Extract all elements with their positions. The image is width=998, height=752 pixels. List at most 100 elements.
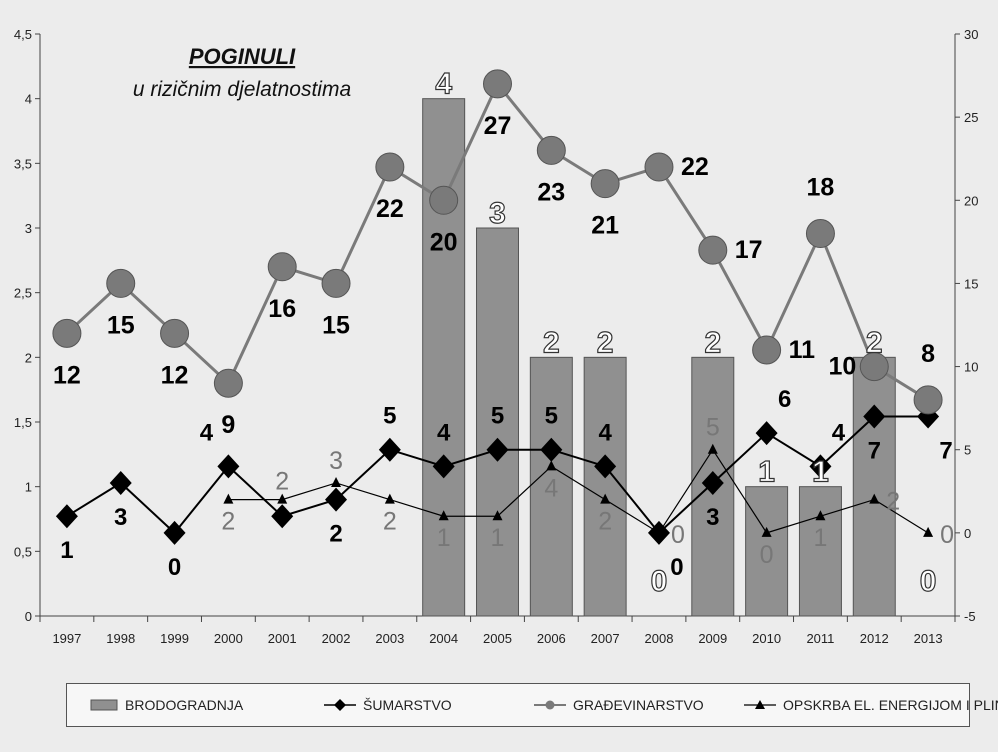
gradevinarstvo-data-label: 11 bbox=[789, 336, 816, 364]
point-sumarstvo bbox=[55, 504, 78, 529]
point-sumarstvo bbox=[863, 404, 886, 429]
point-gradevinarstvo bbox=[52, 318, 82, 348]
gradevinarstvo-data-label: 20 bbox=[430, 228, 458, 256]
point-sumarstvo bbox=[486, 437, 509, 462]
gradevinarstvo-data-label: 17 bbox=[735, 236, 763, 264]
sumarstvo-data-label: 2 bbox=[329, 521, 342, 548]
line-opskrba bbox=[228, 448, 929, 534]
bar-data-label: 1 bbox=[812, 456, 829, 489]
opskrba-data-label: 1 bbox=[491, 524, 505, 552]
point-sumarstvo bbox=[594, 454, 617, 479]
sumarstvo-data-label: 4 bbox=[832, 419, 846, 446]
y-right-tick-label: -5 bbox=[964, 609, 976, 624]
opskrba-data-label: 4 bbox=[544, 474, 558, 502]
opskrba-data-label: 2 bbox=[598, 508, 612, 536]
point-sumarstvo bbox=[271, 504, 294, 529]
sumarstvo-data-label: 5 bbox=[383, 403, 396, 430]
y-right-tick-label: 5 bbox=[964, 443, 971, 458]
point-gradevinarstvo bbox=[913, 385, 943, 415]
sumarstvo-data-label: 4 bbox=[200, 419, 214, 446]
opskrba-data-label: 1 bbox=[437, 524, 451, 552]
y-left-tick-label: 4,5 bbox=[14, 27, 32, 42]
sumarstvo-data-label: 1 bbox=[60, 537, 73, 564]
y-right-tick-label: 25 bbox=[964, 110, 978, 125]
opskrba-data-label: 3 bbox=[329, 447, 343, 475]
bar-brodogradnja bbox=[422, 98, 466, 617]
bar-data-label: 0 bbox=[920, 565, 937, 598]
opskrba-data-label: 2 bbox=[275, 468, 289, 496]
sumarstvo-data-label: 4 bbox=[437, 419, 451, 446]
legend-item-opskrba: OPSKRBA EL. ENERGIJOM I PLINOM bbox=[743, 684, 998, 726]
opskrba-data-label: 5 bbox=[706, 414, 720, 442]
bar-brodogradnja bbox=[583, 356, 627, 617]
y-right-tick-label: 10 bbox=[964, 360, 978, 375]
point-opskrba bbox=[277, 493, 288, 504]
legend-label: BRODOGRADNJA bbox=[125, 697, 244, 713]
point-opskrba bbox=[546, 460, 557, 471]
y-right-tick-label: 30 bbox=[964, 27, 978, 42]
bar-brodogradnja bbox=[798, 486, 842, 617]
gradevinarstvo-data-label: 9 bbox=[221, 411, 235, 439]
point-sumarstvo bbox=[809, 454, 832, 479]
point-sumarstvo bbox=[540, 437, 563, 462]
x-tick-label: 2012 bbox=[860, 631, 889, 646]
point-opskrba bbox=[923, 526, 934, 537]
x-tick-label: 2001 bbox=[268, 631, 297, 646]
y-left-tick-label: 3 bbox=[25, 221, 32, 236]
bar-data-label: 4 bbox=[435, 68, 452, 101]
bar-brodogradnja bbox=[529, 356, 573, 617]
sumarstvo-data-label: 7 bbox=[939, 437, 952, 464]
gradevinarstvo-data-label: 12 bbox=[161, 361, 189, 389]
x-tick-label: 2007 bbox=[591, 631, 620, 646]
gradevinarstvo-data-label: 8 bbox=[921, 340, 935, 368]
point-gradevinarstvo bbox=[590, 169, 620, 199]
gradevinarstvo-data-label: 10 bbox=[828, 353, 856, 381]
circle-line-icon bbox=[534, 700, 566, 710]
point-gradevinarstvo bbox=[536, 135, 566, 165]
x-tick-label: 2003 bbox=[375, 631, 404, 646]
opskrba-data-label: 2 bbox=[886, 488, 900, 516]
bar-brodogradnja bbox=[745, 486, 789, 617]
legend: BRODOGRADNJA ŠUMARSTVO GRAĐEVINARSTVO OP… bbox=[66, 683, 998, 727]
x-tick-label: 2009 bbox=[698, 631, 727, 646]
y-left-tick-label: 3,5 bbox=[14, 156, 32, 171]
bar-data-label: 0 bbox=[651, 565, 668, 598]
x-tick-label: 1997 bbox=[52, 631, 81, 646]
opskrba-data-label: 0 bbox=[940, 521, 954, 549]
sumarstvo-data-label: 0 bbox=[670, 554, 683, 581]
point-opskrba bbox=[707, 443, 718, 454]
point-gradevinarstvo bbox=[752, 335, 782, 365]
point-sumarstvo bbox=[755, 421, 778, 446]
point-opskrba bbox=[331, 476, 342, 487]
opskrba-data-label: 1 bbox=[813, 524, 827, 552]
x-tick-label: 2000 bbox=[214, 631, 243, 646]
point-opskrba bbox=[438, 510, 449, 521]
diamond-line-icon bbox=[324, 699, 356, 711]
x-tick-label: 2002 bbox=[322, 631, 351, 646]
y-left-tick-label: 2 bbox=[25, 350, 32, 365]
point-gradevinarstvo bbox=[375, 152, 405, 182]
gradevinarstvo-data-label: 18 bbox=[807, 174, 835, 202]
gradevinarstvo-data-label: 21 bbox=[591, 212, 619, 240]
opskrba-data-label: 2 bbox=[383, 508, 397, 536]
gradevinarstvo-data-label: 22 bbox=[376, 195, 404, 223]
point-gradevinarstvo bbox=[213, 368, 243, 398]
point-gradevinarstvo bbox=[483, 69, 512, 99]
legend-item-sumarstvo: ŠUMARSTVO bbox=[323, 684, 452, 726]
point-sumarstvo bbox=[217, 454, 240, 479]
y-left-tick-label: 0 bbox=[25, 609, 32, 624]
point-sumarstvo bbox=[378, 437, 401, 462]
gradevinarstvo-data-label: 15 bbox=[107, 311, 135, 339]
bar-data-label: 3 bbox=[489, 197, 506, 230]
sumarstvo-data-label: 7 bbox=[868, 437, 881, 464]
bar-data-label: 1 bbox=[758, 456, 775, 489]
point-gradevinarstvo bbox=[321, 268, 351, 298]
bar-data-label: 2 bbox=[543, 326, 560, 359]
point-opskrba bbox=[869, 493, 880, 504]
opskrba-data-label: 0 bbox=[760, 541, 774, 569]
opskrba-data-label: 2 bbox=[221, 508, 235, 536]
point-opskrba bbox=[223, 493, 234, 504]
x-tick-label: 2013 bbox=[914, 631, 943, 646]
point-opskrba bbox=[492, 510, 503, 521]
